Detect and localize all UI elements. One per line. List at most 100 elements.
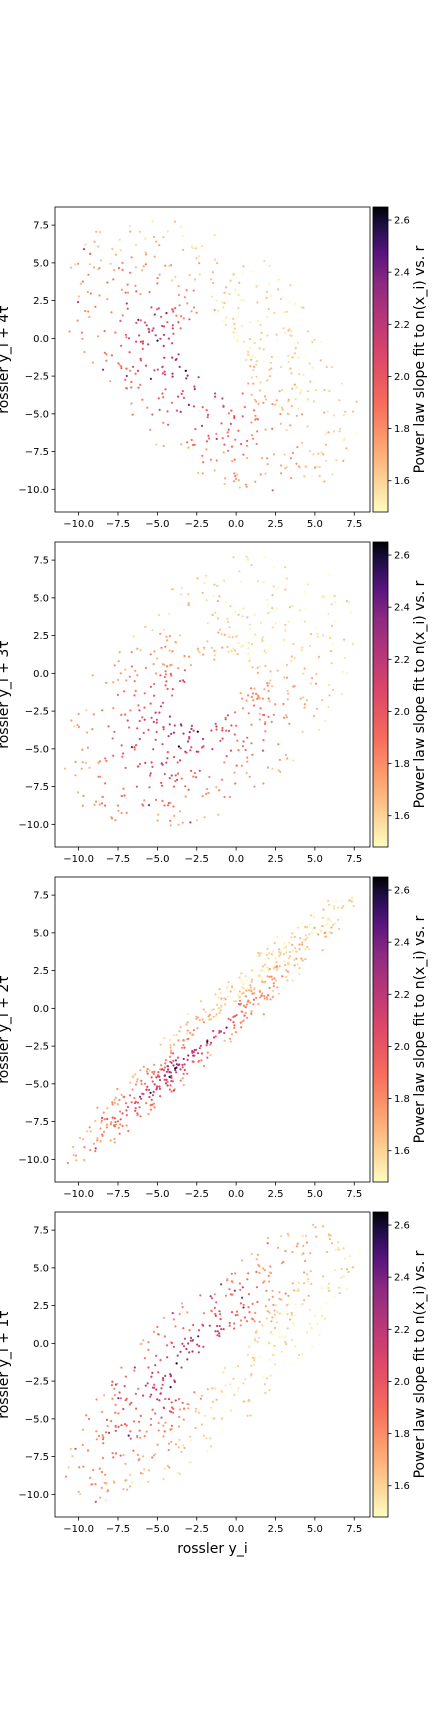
scatter-point [325, 459, 328, 462]
scatter-point [159, 705, 163, 708]
scatter-point [340, 382, 344, 385]
scatter-point [294, 1345, 297, 1348]
scatter-point [162, 396, 165, 399]
scatter-point [146, 1382, 149, 1385]
scatter-point [339, 427, 342, 430]
scatter-point [252, 1003, 255, 1006]
scatter-point [277, 992, 280, 996]
scatter-point [212, 1015, 215, 1019]
scatter-point [152, 235, 156, 239]
scatter-point [259, 996, 262, 999]
scatter-point [300, 389, 303, 392]
scatter-point [271, 978, 274, 981]
scatter-point [261, 697, 264, 700]
scatter-point [84, 243, 87, 246]
scatter-point [162, 726, 165, 729]
scatter-point [345, 447, 348, 450]
scatter-point [198, 262, 201, 265]
scatter-point [327, 1282, 331, 1285]
scatter-point [167, 735, 170, 738]
scatter-point [264, 1305, 267, 1308]
scatter-point [131, 1481, 134, 1484]
scatter-point [215, 459, 218, 462]
scatter-point [329, 919, 332, 922]
scatter-point [135, 1080, 139, 1083]
scatter-point [224, 477, 227, 480]
scatter-point [125, 1114, 128, 1117]
scatter-point [286, 698, 289, 701]
scatter-point [123, 690, 126, 693]
scatter-point [325, 935, 328, 938]
scatter-point [187, 655, 191, 658]
scatter-point [177, 1039, 180, 1042]
scatter-point [200, 1052, 204, 1055]
y-tick-label: 2.5 [33, 631, 49, 642]
scatter-point [239, 1302, 242, 1305]
scatter-point [149, 653, 152, 656]
scatter-point [89, 1476, 92, 1479]
scatter-point [225, 316, 228, 319]
scatter-point [292, 642, 295, 646]
scatter-point [187, 446, 190, 449]
scatter-point [85, 709, 88, 712]
scatter-point [183, 1407, 186, 1410]
scatter-point [297, 1357, 300, 1360]
scatter-point [297, 408, 300, 411]
scatter-point [284, 944, 287, 948]
scatter-point [283, 960, 286, 963]
scatter-point [224, 1384, 227, 1387]
scatter-point [206, 1450, 209, 1453]
scatter-point [240, 324, 243, 327]
scatter-point [214, 392, 217, 395]
scatter-point [261, 1324, 264, 1327]
scatter-point [142, 804, 145, 807]
scatter-point [222, 1371, 225, 1374]
scatter-point [344, 1257, 347, 1260]
scatter-point [158, 1085, 161, 1088]
scatter-point [246, 439, 249, 442]
scatter-point [143, 1468, 146, 1471]
scatter-point [244, 1011, 247, 1015]
scatter-point [270, 294, 273, 298]
scatter-point [277, 587, 280, 590]
scatter-point [300, 318, 303, 321]
scatter-point [210, 729, 213, 732]
scatter-point [251, 753, 254, 756]
scatter-point [183, 1337, 187, 1340]
scatter-point [207, 791, 210, 795]
scatter-point [257, 1002, 260, 1006]
scatter-point [134, 1392, 137, 1395]
scatter-point [334, 1269, 337, 1272]
scatter-point [162, 444, 165, 448]
scatter-point [341, 906, 344, 910]
scatter-point [266, 598, 269, 602]
scatter-point [228, 636, 231, 639]
scatter-point [93, 240, 96, 243]
scatter-point [201, 591, 204, 595]
scatter-point [286, 757, 289, 760]
scatter-point [293, 935, 296, 939]
scatter-point [262, 1375, 265, 1378]
scatter-point [218, 1031, 221, 1034]
scatter-point [120, 1093, 123, 1096]
scatter-point [80, 767, 83, 770]
scatter-point [91, 728, 94, 731]
scatter-point [342, 1275, 345, 1278]
scatter-point [284, 947, 287, 951]
scatter-point [210, 278, 213, 281]
scatter-point [133, 1369, 136, 1372]
scatter-point [238, 995, 241, 999]
scatter-point [232, 556, 235, 559]
scatter-point [175, 314, 178, 317]
scatter-point [128, 1403, 131, 1406]
scatter-point [190, 310, 193, 313]
scatter-point [195, 311, 198, 314]
y-tick-label: 7.5 [33, 891, 49, 902]
scatter-point [248, 1399, 251, 1402]
scatter-point [179, 1068, 182, 1071]
scatter-point [80, 331, 84, 334]
scatter-point [314, 682, 318, 685]
scatter-point [149, 377, 152, 380]
scatter-point [136, 1078, 139, 1081]
scatter-point [273, 977, 276, 980]
